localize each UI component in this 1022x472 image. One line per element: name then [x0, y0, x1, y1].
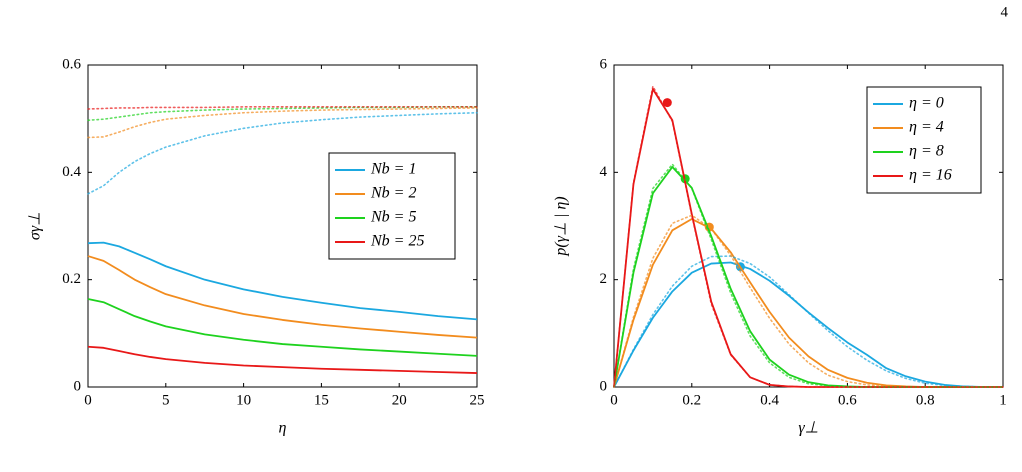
x-tick-label: 0.6 [838, 392, 857, 408]
plot-frame [87, 64, 478, 388]
dotted-line [87, 107, 478, 139]
line [87, 298, 478, 357]
x-tick-label: 25 [470, 392, 485, 408]
line [87, 255, 478, 339]
point-marker [662, 98, 672, 108]
y-tick-label: 0.4 [62, 164, 81, 180]
x-tick-label: 0.4 [760, 392, 779, 408]
y-tick-label: 6 [600, 56, 608, 72]
dotted-line [613, 85, 1004, 388]
y-tick-label: 0.2 [62, 271, 81, 287]
x-tick-label: 5 [162, 392, 170, 408]
x-tick-label: 0 [84, 392, 92, 408]
dotted-line [87, 111, 478, 195]
line [87, 241, 478, 321]
x-tick-label: 0.2 [682, 392, 701, 408]
x-tick-label: 1 [999, 392, 1007, 408]
y-tick-label: 4 [600, 164, 608, 180]
y-tick-label: 0 [600, 378, 608, 394]
y-axis-label: p(γ⊥ | η) [553, 196, 570, 256]
legend-label: η = 16 [909, 167, 952, 184]
x-tick-label: 0.8 [916, 392, 935, 408]
legend-label: Nb = 5 [370, 209, 416, 226]
y-axis-label: σγ⊥ [27, 212, 44, 240]
legend-label: η = 4 [909, 119, 944, 136]
page-number: 4 [1001, 4, 1009, 20]
dotted-line [613, 163, 1004, 388]
x-tick-label: 20 [392, 392, 407, 408]
y-tick-label: 2 [600, 271, 608, 287]
x-tick-label: 15 [314, 392, 329, 408]
y-tick-label: 0.6 [62, 56, 81, 72]
x-axis-label: γ⊥ [798, 420, 818, 437]
line [87, 345, 478, 374]
line [613, 218, 1003, 388]
line [613, 261, 1003, 388]
legend-label: η = 0 [909, 95, 944, 112]
legend-label: Nb = 25 [370, 233, 424, 250]
dotted-line [613, 214, 1004, 388]
legend-label: η = 8 [909, 143, 944, 160]
legend-label: Nb = 2 [370, 185, 416, 202]
y-tick-label: 0 [74, 378, 82, 394]
dotted-line [613, 255, 1004, 388]
line [613, 166, 1003, 388]
x-tick-label: 0 [610, 392, 618, 408]
dotted-line [87, 106, 478, 122]
x-tick-label: 10 [236, 392, 251, 408]
x-axis-label: η [279, 420, 287, 437]
dotted-line [87, 106, 478, 110]
legend-label: Nb = 1 [370, 161, 416, 178]
